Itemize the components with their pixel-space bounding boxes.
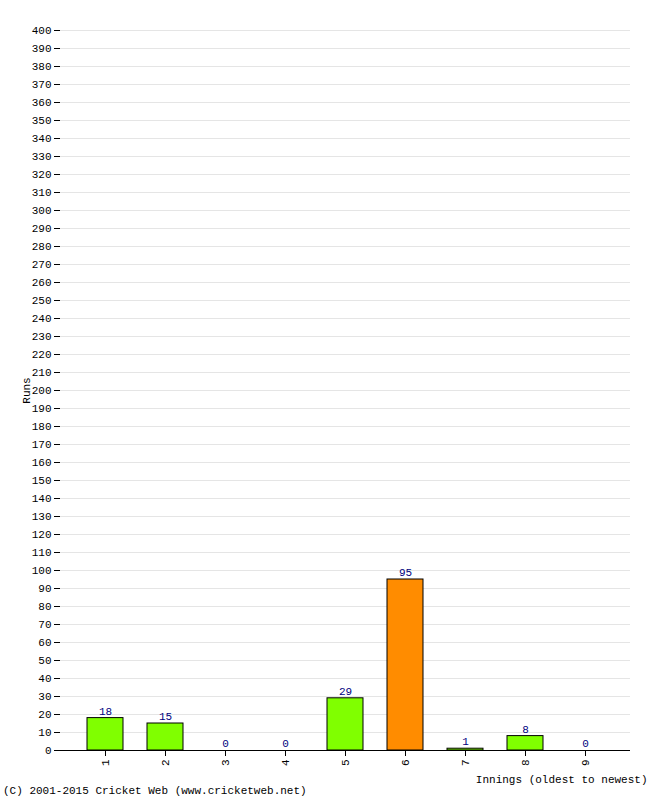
svg-text:280: 280 [32,241,52,253]
svg-text:20: 20 [38,709,51,721]
svg-text:190: 190 [32,403,52,415]
svg-text:220: 220 [32,349,52,361]
svg-text:330: 330 [32,151,52,163]
svg-text:100: 100 [32,565,52,577]
svg-text:230: 230 [32,331,52,343]
svg-text:120: 120 [32,529,52,541]
svg-text:95: 95 [399,567,412,579]
svg-text:3: 3 [220,760,232,767]
svg-text:70: 70 [38,619,51,631]
svg-text:390: 390 [32,43,52,55]
svg-text:9: 9 [580,760,592,767]
svg-text:0: 0 [582,738,589,750]
svg-text:210: 210 [32,367,52,379]
svg-text:7: 7 [460,760,472,767]
svg-text:370: 370 [32,79,52,91]
svg-text:0: 0 [222,738,229,750]
svg-text:Innings (oldest to newest): Innings (oldest to newest) [476,774,648,786]
svg-text:360: 360 [32,97,52,109]
svg-text:300: 300 [32,205,52,217]
svg-text:15: 15 [159,711,172,723]
svg-text:130: 130 [32,511,52,523]
svg-text:5: 5 [340,760,352,767]
svg-text:29: 29 [339,686,352,698]
svg-text:4: 4 [280,759,292,766]
svg-text:50: 50 [38,655,51,667]
svg-text:400: 400 [32,25,52,37]
svg-text:80: 80 [38,601,51,613]
svg-text:1: 1 [462,736,469,748]
svg-text:160: 160 [32,457,52,469]
svg-text:240: 240 [32,313,52,325]
svg-text:320: 320 [32,169,52,181]
svg-text:40: 40 [38,673,51,685]
svg-text:8: 8 [520,760,532,767]
svg-text:180: 180 [32,421,52,433]
svg-text:Runs: Runs [21,377,33,403]
svg-text:140: 140 [32,493,52,505]
svg-text:90: 90 [38,583,51,595]
svg-text:60: 60 [38,637,51,649]
svg-text:10: 10 [38,727,51,739]
svg-text:1: 1 [100,759,112,766]
svg-text:380: 380 [32,61,52,73]
html-text:(C) 2001-2015 Cricket Web (www: (C) 2001-2015 Cricket Web (www.cricketwe… [3,785,307,797]
svg-text:150: 150 [32,475,52,487]
svg-text:110: 110 [32,547,52,559]
svg-text:260: 260 [32,277,52,289]
svg-text:200: 200 [32,385,52,397]
svg-text:170: 170 [32,439,52,451]
svg-text:0: 0 [45,745,52,757]
svg-text:2: 2 [160,760,172,767]
svg-text:310: 310 [32,187,52,199]
svg-text:290: 290 [32,223,52,235]
svg-text:250: 250 [32,295,52,307]
svg-text:8: 8 [522,724,529,736]
svg-text:18: 18 [99,706,112,718]
svg-text:350: 350 [32,115,52,127]
svg-text:30: 30 [38,691,51,703]
svg-text:0: 0 [282,738,289,750]
svg-text:340: 340 [32,133,52,145]
svg-text:6: 6 [400,760,412,767]
svg-text:270: 270 [32,259,52,271]
